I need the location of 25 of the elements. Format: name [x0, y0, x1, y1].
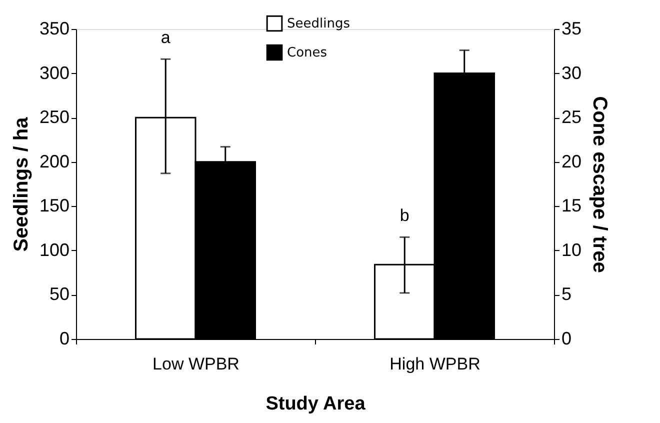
y-tick-label: 200 — [39, 151, 70, 172]
y-tick-label: 50 — [49, 284, 70, 304]
y-tick-label: 0 — [59, 328, 70, 348]
y-tick-label: 100 — [39, 240, 70, 260]
y-tick-label: 350 — [39, 18, 70, 38]
y2-tick-label: 20 — [562, 151, 582, 172]
x-tick-label: Low WPBR — [152, 354, 240, 374]
x-axis-title: Study Area — [266, 394, 366, 414]
y2-tick-label: 15 — [562, 196, 582, 216]
y-tick-label: 150 — [39, 196, 70, 216]
y2-axis-title: Cone escape / tree — [588, 96, 611, 273]
annotation: b — [400, 206, 410, 226]
y2-tick-label: 5 — [562, 284, 572, 304]
y2-tick-label: 35 — [562, 18, 582, 38]
y2-tick-label: 25 — [562, 107, 582, 128]
x-tick-label: High WPBR — [390, 354, 480, 374]
y-tick-label: 250 — [39, 107, 70, 128]
legend-label: Cones — [287, 46, 328, 60]
y2-tick-label: 30 — [562, 62, 582, 83]
y-axis-title: Seedlings / ha — [10, 116, 32, 252]
y2-tick-label: 10 — [562, 240, 582, 260]
legend-label: Seedlings — [287, 16, 350, 32]
annotation: a — [160, 28, 171, 48]
y-tick-label: 300 — [39, 62, 70, 83]
y2-tick-label: 0 — [562, 328, 572, 348]
